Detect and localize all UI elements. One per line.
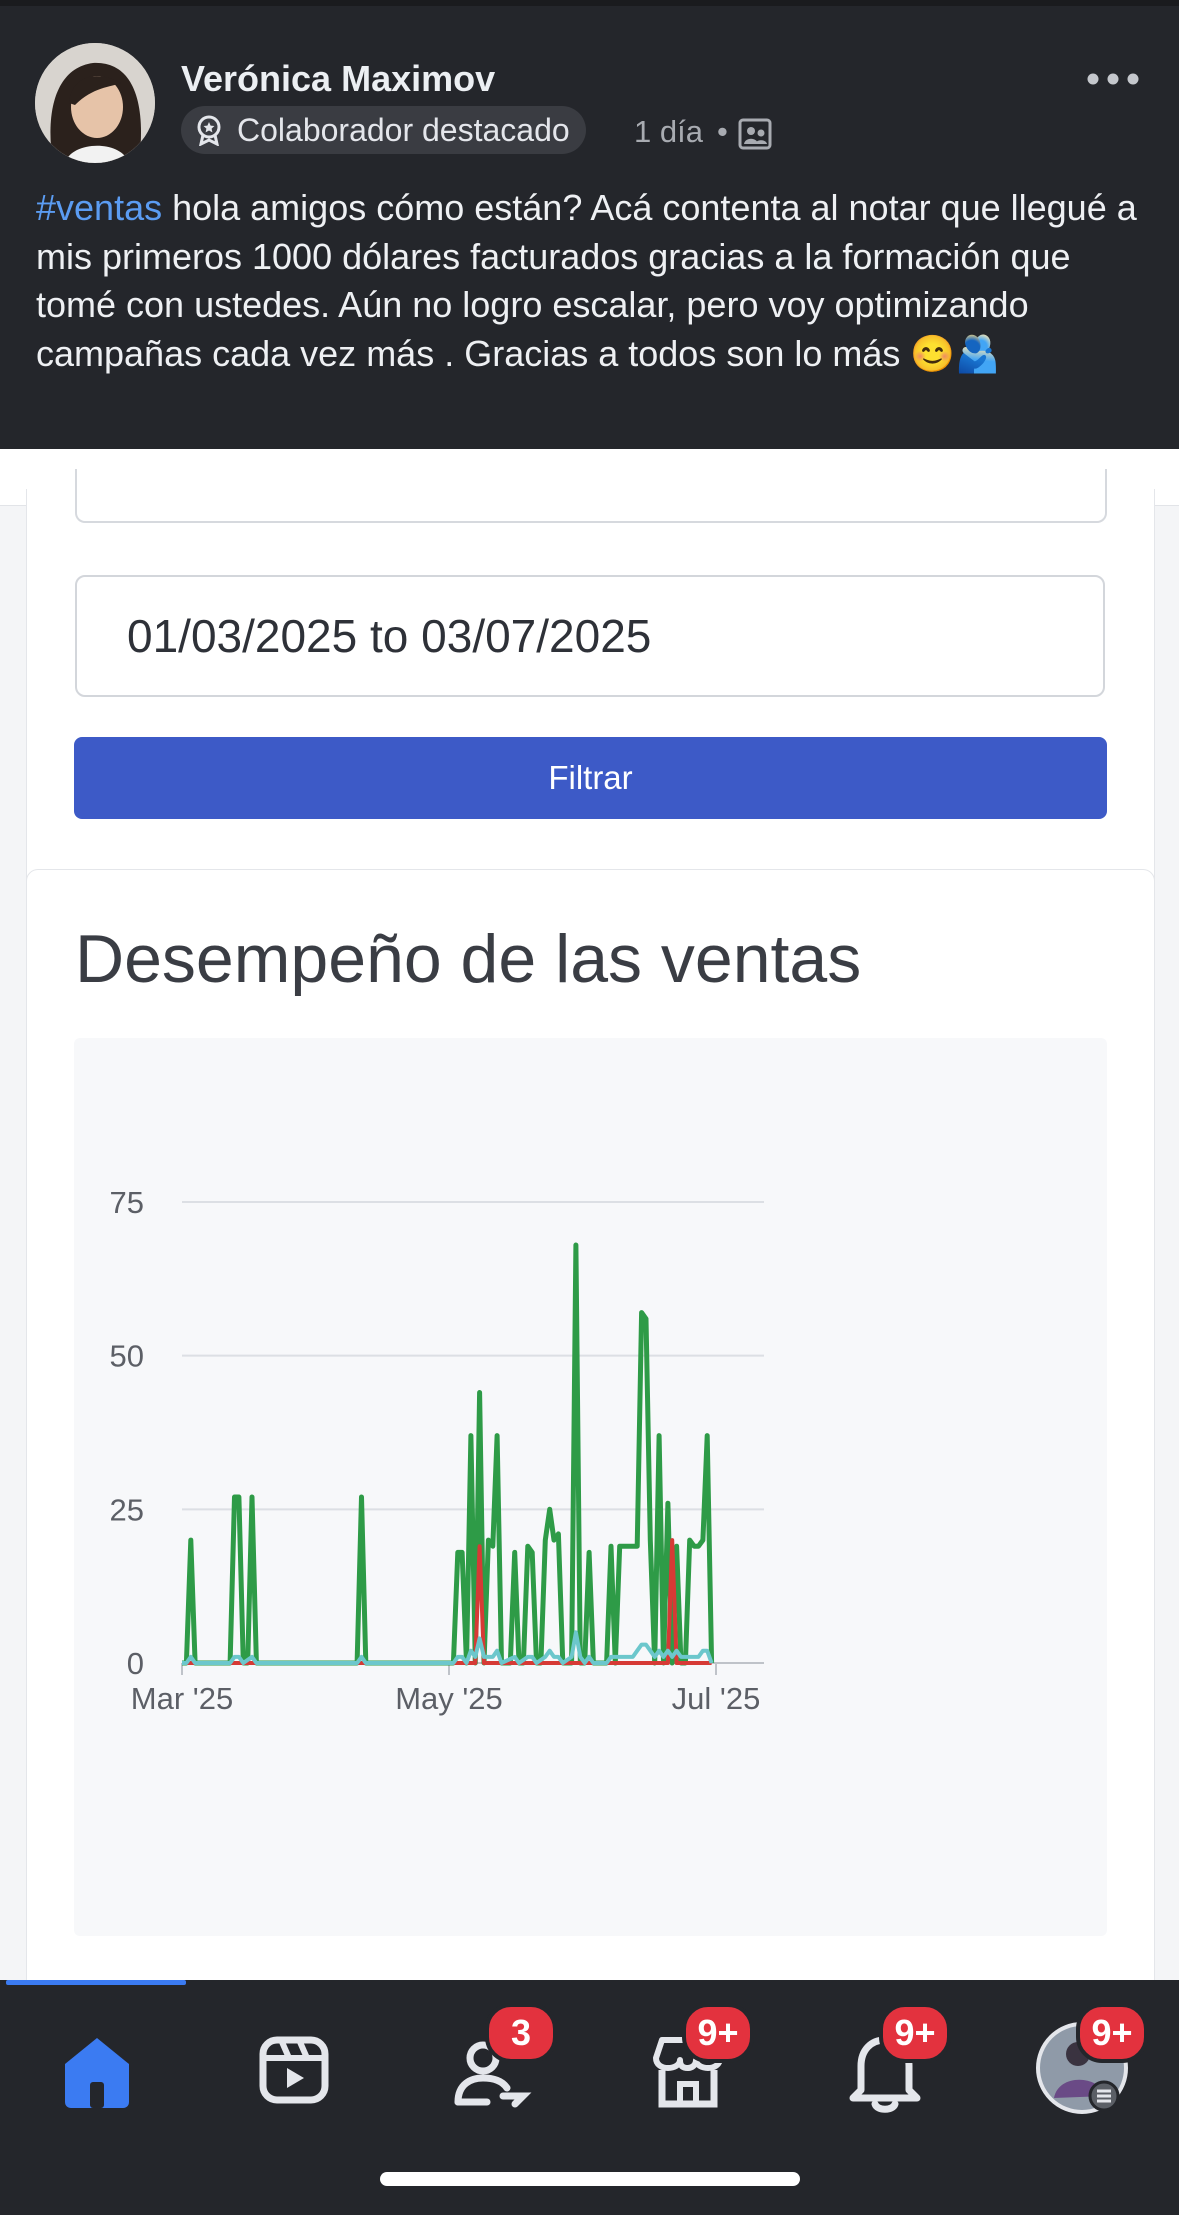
home-icon	[65, 2038, 129, 2108]
author-name[interactable]: Verónica Maximov	[181, 58, 496, 99]
nav-marketplace[interactable]	[638, 2018, 738, 2118]
chart-title: Desempeño de las ventas	[75, 921, 862, 997]
group-audience-icon	[738, 118, 772, 150]
profile-badge: 9+	[1076, 2003, 1148, 2063]
nav-reels[interactable]	[244, 2018, 344, 2118]
video-icon	[259, 2036, 329, 2104]
friends-badge: 3	[485, 2003, 557, 2063]
x-tick-label: Jul '25	[672, 1681, 761, 1716]
badge-label: Colaborador destacado	[237, 112, 570, 148]
top-contributor-badge: Colaborador destacado	[181, 106, 586, 154]
active-tab-indicator	[6, 1980, 186, 1985]
filter-button[interactable]: Filtrar	[74, 737, 1107, 819]
post-time[interactable]: 1 día	[634, 114, 703, 149]
home-indicator	[380, 2172, 800, 2186]
post-body: #ventas hola amigos cómo están? Acá cont…	[36, 184, 1156, 378]
date-range-input[interactable]: 01/03/2025 to 03/07/2025	[75, 575, 1105, 697]
marketplace-badge: 9+	[682, 2003, 754, 2063]
more-options-icon[interactable]	[1083, 64, 1143, 94]
hashtag-link[interactable]: #ventas	[36, 187, 163, 228]
author-avatar[interactable]	[35, 43, 155, 163]
x-tick-label: May '25	[395, 1681, 503, 1716]
y-tick-label: 75	[110, 1185, 144, 1220]
y-tick-label: 50	[110, 1339, 144, 1374]
post-body-text: hola amigos cómo están? Acá contenta al …	[36, 187, 1137, 374]
chart-card: Desempeño de las ventas 0 25 50 75 Mar '25 Ma…	[26, 869, 1155, 1980]
award-icon	[197, 115, 221, 146]
bottom-navigation: 3 9+ 9+ 9+	[0, 1980, 1179, 2215]
facebook-post: Verónica Maximov Colaborador destacado 1…	[0, 6, 1179, 449]
series-line-0	[182, 1242, 715, 1666]
y-tick-label: 25	[110, 1492, 144, 1527]
series-line-2	[182, 1630, 714, 1665]
notifications-badge: 9+	[879, 2003, 951, 2063]
status-bar-edge	[0, 0, 1179, 6]
y-tick-label: 0	[127, 1646, 144, 1681]
series-line-1	[182, 1538, 712, 1665]
marketplace-icon	[653, 2037, 723, 2108]
x-tick-label: Mar '25	[131, 1681, 233, 1716]
sales-chart-svg: 0 25 50 75 Mar '25 May '25 Jul '25	[110, 1185, 764, 1716]
sales-chart: 0 25 50 75 Mar '25 May '25 Jul '25	[74, 1038, 1107, 1936]
nav-home[interactable]	[47, 2018, 147, 2118]
post-image-screenshot[interactable]: 01/03/2025 to 03/07/2025 Filtrar Desempe…	[0, 449, 1179, 1980]
previous-field	[75, 469, 1107, 523]
meta-separator: •	[717, 114, 728, 149]
